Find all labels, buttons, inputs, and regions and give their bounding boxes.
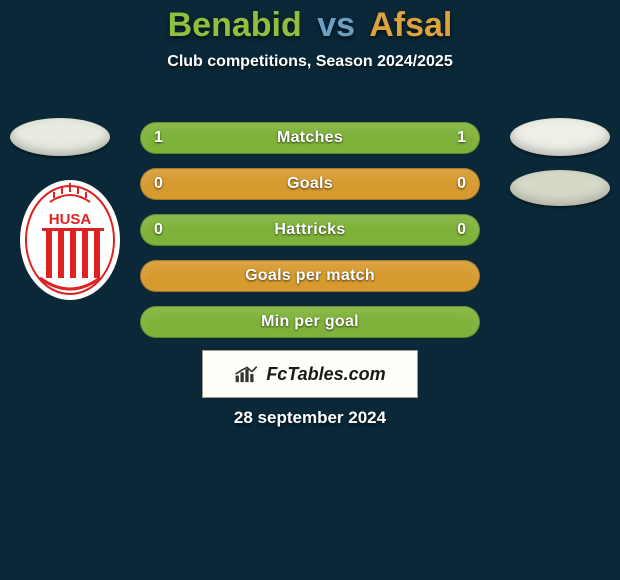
stat-label: Hattricks [274, 221, 345, 239]
brand-box: FcTables.com [202, 350, 418, 398]
title-player-right: Afsal [369, 6, 452, 44]
stat-left-value: 1 [154, 129, 163, 147]
player-right-club-placeholder [510, 170, 610, 206]
stat-row-hattricks: 0 Hattricks 0 [140, 214, 480, 246]
snapshot-date: 28 september 2024 [0, 408, 620, 428]
stat-right-value: 0 [457, 175, 466, 193]
stats-rows: 1 Matches 1 0 Goals 0 0 Hattricks 0 Goals per mat… [140, 122, 480, 352]
stat-label: Min per goal [261, 313, 359, 331]
stat-row-matches: 1 Matches 1 [140, 122, 480, 154]
player-left-head-placeholder [10, 118, 110, 156]
comparison-subtitle: Club competitions, Season 2024/2025 [0, 53, 620, 71]
stat-right-value: 0 [457, 221, 466, 239]
stat-row-goals-per-match: Goals per match [140, 260, 480, 292]
title-player-left: Benabid [168, 6, 302, 44]
brand-chart-icon [234, 363, 260, 385]
title-vs: vs [317, 6, 355, 44]
stat-row-goals: 0 Goals 0 [140, 168, 480, 200]
stat-label: Goals per match [245, 267, 375, 285]
stat-label: Goals [287, 175, 333, 193]
stat-right-value: 1 [457, 129, 466, 147]
player-left-club-badge: HUSA [20, 180, 120, 300]
player-right-head-placeholder [510, 118, 610, 156]
comparison-title: Benabid vs Afsal [0, 0, 620, 45]
stat-left-value: 0 [154, 175, 163, 193]
brand-text: FcTables.com [266, 364, 385, 385]
stat-row-min-per-goal: Min per goal [140, 306, 480, 338]
stat-left-value: 0 [154, 221, 163, 239]
stat-label: Matches [277, 129, 343, 147]
badge-text: HUSA [49, 211, 92, 228]
